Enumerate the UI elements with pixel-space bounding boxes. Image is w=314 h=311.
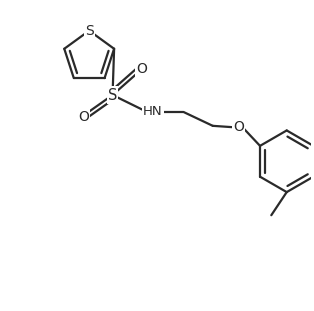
Text: S: S [108, 87, 117, 103]
Text: O: O [234, 120, 244, 134]
Text: S: S [85, 24, 94, 38]
Text: O: O [136, 62, 147, 76]
Text: O: O [78, 109, 89, 123]
Text: HN: HN [143, 105, 162, 118]
